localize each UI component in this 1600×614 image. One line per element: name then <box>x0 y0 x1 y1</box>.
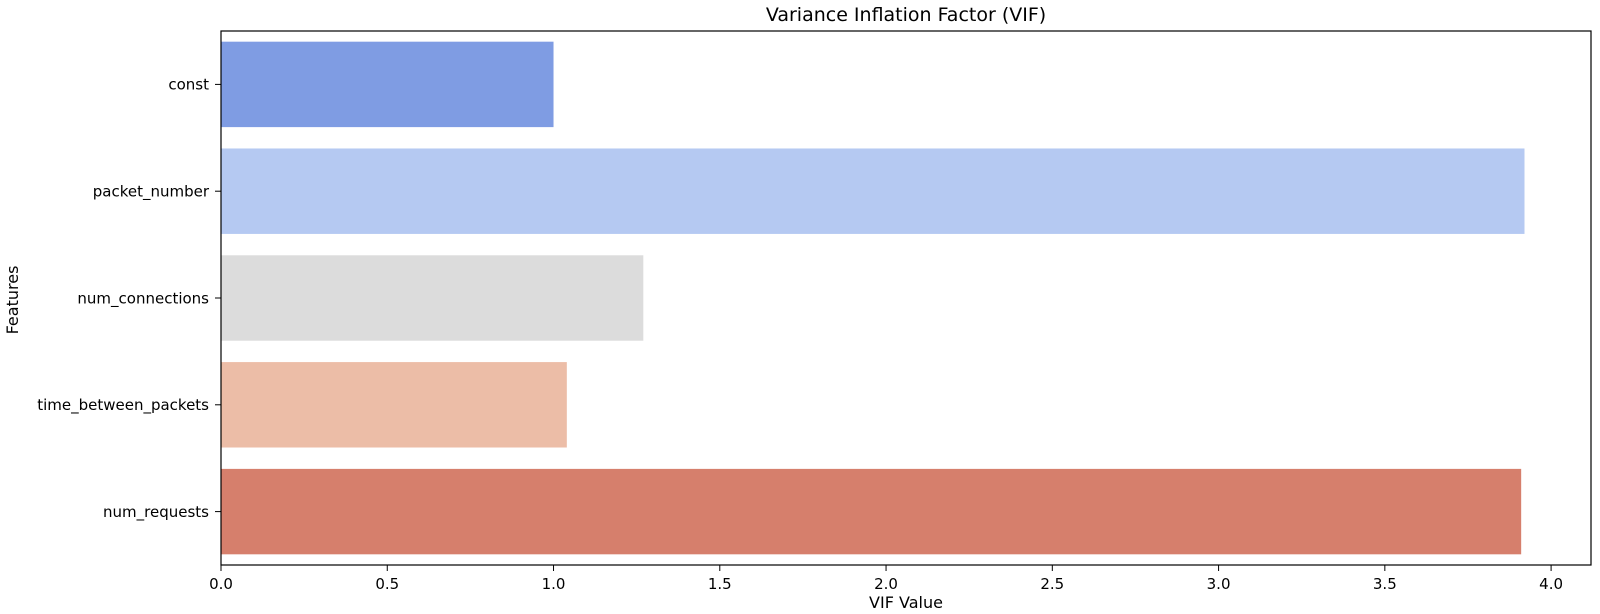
bar-time-between-packets <box>221 362 567 448</box>
bar-packet-number <box>221 148 1525 234</box>
y-tick-label: num_connections <box>77 289 209 308</box>
x-tick-label: 3.5 <box>1373 575 1397 593</box>
x-tick-label: 0.0 <box>209 575 233 593</box>
bar-const <box>221 41 554 128</box>
y-tick-label: const <box>168 76 209 94</box>
x-tick-label: 2.5 <box>1040 575 1064 593</box>
x-tick-label: 1.5 <box>708 575 732 593</box>
x-tick-label: 0.5 <box>375 575 399 593</box>
chart-title: Variance Inflation Factor (VIF) <box>766 4 1046 26</box>
y-tick-label: time_between_packets <box>37 396 209 415</box>
bar-num-connections <box>221 255 644 341</box>
bars-group <box>221 41 1525 555</box>
x-axis: 0.0 0.5 1.0 1.5 2.0 2.5 3.0 3.5 4.0 <box>209 565 1563 593</box>
x-tick-label: 1.0 <box>542 575 566 593</box>
x-tick-label: 3.0 <box>1207 575 1231 593</box>
y-tick-label: num_requests <box>103 503 209 522</box>
x-tick-label: 4.0 <box>1539 575 1563 593</box>
bar-num-requests <box>221 468 1522 555</box>
x-axis-title: VIF Value <box>869 593 943 612</box>
y-axis: const packet_number num_connections time_be… <box>37 76 221 522</box>
y-axis-title: Features <box>3 266 22 335</box>
y-tick-label: packet_number <box>93 182 210 201</box>
x-tick-label: 2.0 <box>874 575 898 593</box>
